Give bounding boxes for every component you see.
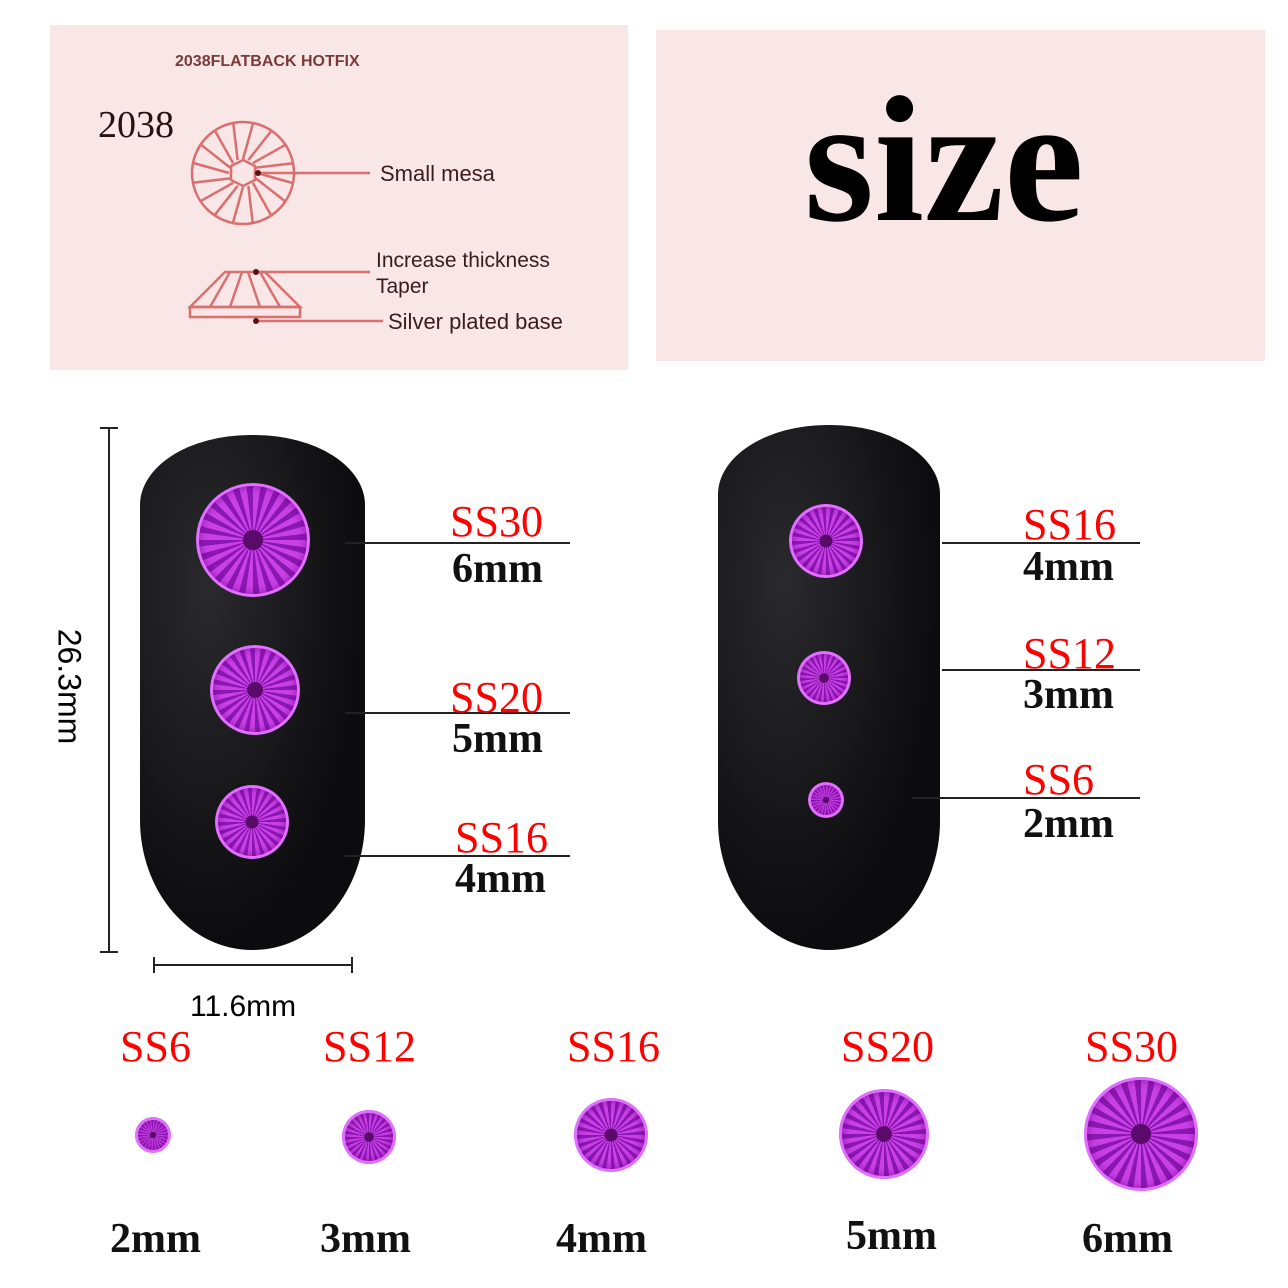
size-mm-label: 5mm xyxy=(846,1213,937,1259)
rhinestone-gem xyxy=(789,504,863,578)
model-number: 2038 xyxy=(98,104,174,146)
size-mm-label: 4mm xyxy=(556,1216,647,1262)
leader-line xyxy=(912,797,1140,799)
rhinestone-gem xyxy=(342,1110,396,1164)
size-mm-label: 3mm xyxy=(1023,672,1114,718)
width-label: 11.6mm xyxy=(190,990,297,1023)
title-size: size xyxy=(804,60,1084,259)
size-mm-label: 6mm xyxy=(1082,1216,1173,1262)
height-dimension-line xyxy=(108,428,110,952)
label-small-mesa: Small mesa xyxy=(380,161,495,186)
size-mm-label: 2mm xyxy=(110,1216,201,1262)
width-tick-right xyxy=(351,957,353,973)
rhinestone-gem xyxy=(808,782,844,818)
label-silver-plated-base: Silver plated base xyxy=(388,309,563,334)
width-dimension-line xyxy=(153,964,353,966)
rhinestone-gem xyxy=(210,645,300,735)
rhinestone-gem xyxy=(215,785,289,859)
size-mm-label: 5mm xyxy=(452,716,543,762)
size-mm-label: 2mm xyxy=(1023,801,1114,847)
rhinestone-gem xyxy=(1084,1077,1198,1191)
leader-line xyxy=(942,542,1140,544)
size-code-label: SS16 xyxy=(1023,500,1116,549)
title-panel: size xyxy=(656,30,1265,361)
height-label: 26.3mm xyxy=(51,628,88,745)
diagram-header: 2038FLATBACK HOTFIX xyxy=(175,53,360,70)
leader-line xyxy=(345,712,570,714)
size-code-label: SS16 xyxy=(567,1022,660,1071)
size-mm-label: 4mm xyxy=(455,856,546,902)
label-taper: Taper xyxy=(376,275,429,298)
rhinestone-gem xyxy=(135,1117,171,1153)
width-tick-left xyxy=(153,957,155,973)
size-code-label: SS20 xyxy=(450,673,543,722)
size-code-label: SS12 xyxy=(323,1022,416,1071)
size-code-label: SS6 xyxy=(1023,755,1094,804)
leader-line xyxy=(345,855,570,857)
size-mm-label: 4mm xyxy=(1023,544,1114,590)
size-code-label: SS16 xyxy=(455,813,548,862)
rhinestone-diagram xyxy=(186,120,383,324)
size-code-label: SS6 xyxy=(120,1022,191,1071)
height-tick-bottom xyxy=(100,951,118,953)
leader-line xyxy=(942,669,1140,671)
leader-line xyxy=(345,542,570,544)
size-mm-label: 6mm xyxy=(452,546,543,592)
height-tick-top xyxy=(100,427,118,429)
diagram-panel: 2038FLATBACK HOTFIX 2038 Small mesa Incr… xyxy=(50,25,628,370)
size-code-label: SS12 xyxy=(1023,629,1116,678)
size-code-label: SS30 xyxy=(450,497,543,546)
rhinestone-gem xyxy=(574,1098,648,1172)
size-code-label: SS20 xyxy=(841,1022,934,1071)
rhinestone-gem xyxy=(839,1089,929,1179)
rhinestone-gem xyxy=(196,483,310,597)
rhinestone-gem xyxy=(797,651,851,705)
size-code-label: SS30 xyxy=(1085,1022,1178,1071)
label-increase-thickness: Increase thickness xyxy=(376,249,550,272)
size-mm-label: 3mm xyxy=(320,1216,411,1262)
